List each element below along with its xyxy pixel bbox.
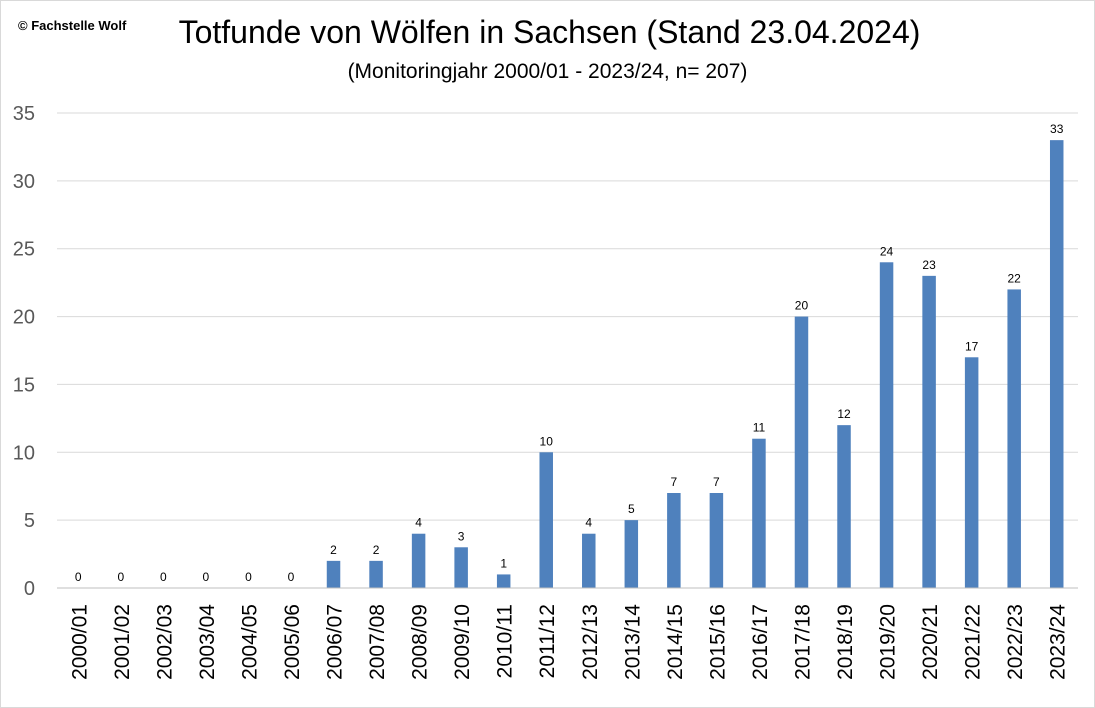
- bar-2012/13: [582, 533, 596, 588]
- bar-2011/12: [539, 452, 553, 588]
- data-label-2011/12: 10: [540, 434, 554, 448]
- x-tick-label-2022/23: 2022/23: [1004, 604, 1027, 680]
- gridlines: [57, 112, 1078, 521]
- y-tick-label-0: 0: [24, 578, 35, 600]
- data-label-2018/19: 12: [837, 407, 851, 421]
- x-tick-label-2000/01: 2000/01: [68, 604, 91, 680]
- x-tick-label-2019/20: 2019/20: [877, 604, 900, 680]
- x-tick-label-2017/18: 2017/18: [791, 604, 814, 680]
- bar-2017/18: [794, 316, 809, 588]
- bar-2008/09: [411, 533, 426, 588]
- x-axis: 2000/01 2001/02 2002/03 2003/04 2004/05 2005/…: [57, 587, 1078, 680]
- x-tick-label-2007/08: 2007/08: [366, 604, 389, 680]
- data-label-2005/06: 0: [288, 570, 295, 584]
- x-tick-label-2023/24: 2023/24: [1047, 604, 1070, 680]
- chart-title: Totfunde von Wölfen in Sachsen (Stand 23…: [0, 14, 1095, 51]
- bars: [326, 140, 1064, 588]
- data-label-2014/15: 7: [671, 475, 678, 489]
- x-tick-label-2002/03: 2002/03: [153, 604, 176, 680]
- bar-2015/16: [709, 493, 724, 588]
- y-tick-label-5: 5: [24, 510, 35, 532]
- y-axis: 0 5 10 15 20 25 30 35: [13, 103, 35, 600]
- data-label-2000/01: 0: [75, 570, 82, 584]
- x-tick-label-2010/11: 2010/11: [494, 604, 517, 678]
- data-label-2023/24: 33: [1050, 122, 1064, 136]
- bar-2018/19: [837, 425, 851, 588]
- data-label-2016/17: 11: [753, 421, 766, 435]
- bar-2006/07: [326, 560, 341, 588]
- x-tick-label-2009/10: 2009/10: [451, 604, 474, 680]
- data-label-2020/21: 23: [922, 258, 936, 272]
- x-tick-label-2012/13: 2012/13: [579, 604, 602, 680]
- bar-2009/10: [454, 547, 468, 588]
- y-tick-label-10: 10: [13, 442, 35, 464]
- x-tick-label-2006/07: 2006/07: [324, 604, 347, 680]
- bar-2021/22: [964, 357, 979, 588]
- bar-2016/17: [752, 438, 766, 588]
- data-label-2003/04: 0: [203, 570, 210, 584]
- chart-subtitle: (Monitoringjahr 2000/01 - 2023/24, n= 20…: [347, 60, 748, 83]
- data-label-2009/10: 3: [458, 529, 465, 543]
- y-tick-label-25: 25: [13, 239, 35, 261]
- bar-2007/08: [369, 560, 383, 588]
- x-tick-label-2021/22: 2021/22: [962, 604, 985, 680]
- data-label-2008/09: 4: [415, 516, 422, 530]
- copyright-label: © Fachstelle Wolf: [18, 18, 127, 33]
- data-label-2004/05: 0: [245, 570, 252, 584]
- x-tick-label-2004/05: 2004/05: [238, 604, 261, 680]
- x-tick-label-2005/06: 2005/06: [281, 604, 304, 680]
- y-tick-label-30: 30: [13, 171, 35, 193]
- bar-2014/15: [667, 493, 681, 588]
- y-tick-label-15: 15: [13, 374, 35, 396]
- bar-2010/11: [496, 574, 511, 588]
- data-label-2022/23: 22: [1008, 271, 1022, 285]
- bar-2013/14: [624, 520, 639, 588]
- x-tick-label-2001/02: 2001/02: [111, 604, 134, 680]
- data-label-2001/02: 0: [117, 570, 124, 584]
- data-label-2006/07: 2: [330, 543, 337, 557]
- x-tick-label-2018/19: 2018/19: [834, 604, 857, 680]
- x-tick-label-2015/16: 2015/16: [706, 604, 729, 680]
- x-tick-label-2008/09: 2008/09: [409, 604, 432, 680]
- data-label-2017/18: 20: [795, 299, 809, 313]
- bar-2022/23: [1007, 289, 1021, 588]
- data-label-2010/11: 1: [500, 556, 507, 570]
- data-label-2021/22: 17: [965, 339, 979, 353]
- x-tick-label-2020/21: 2020/21: [919, 604, 942, 680]
- x-tick-label-2014/15: 2014/15: [664, 604, 687, 680]
- y-tick-label-35: 35: [13, 103, 35, 125]
- data-label-2013/14: 5: [628, 502, 635, 516]
- data-label-2002/03: 0: [160, 570, 167, 584]
- bar-2020/21: [922, 275, 936, 588]
- x-tick-label-2013/14: 2013/14: [621, 604, 644, 680]
- data-label-2007/08: 2: [373, 543, 380, 557]
- bar-2019/20: [879, 262, 894, 588]
- x-tick-label-2003/04: 2003/04: [196, 604, 219, 680]
- bar-2023/24: [1049, 140, 1064, 588]
- y-tick-label-20: 20: [13, 307, 35, 329]
- x-tick-label-2016/17: 2016/17: [749, 604, 772, 680]
- x-tick-label-2011/12: 2011/12: [536, 604, 559, 678]
- chart-title-text: Totfunde von Wölfen in Sachsen (Stand 23…: [178, 14, 921, 50]
- data-label-2019/20: 24: [880, 244, 894, 258]
- data-label-2012/13: 4: [585, 516, 592, 530]
- data-label-2015/16: 7: [713, 475, 720, 489]
